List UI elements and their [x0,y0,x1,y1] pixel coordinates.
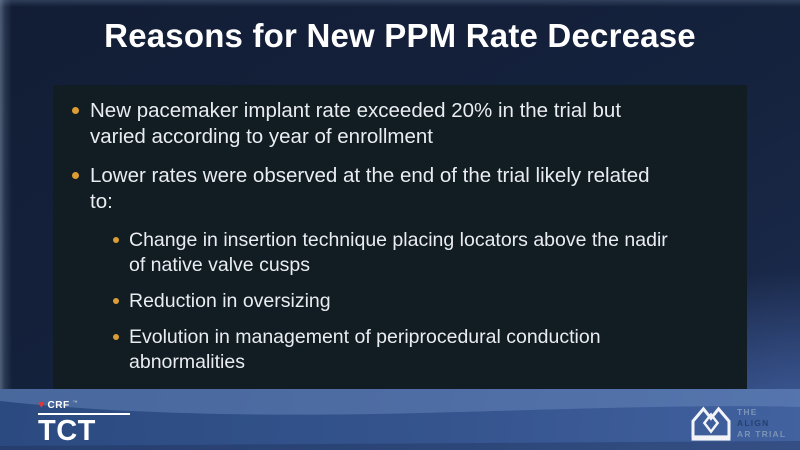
trial-text-line3: AR TRIAL [737,429,787,439]
tct-label: TCT [38,415,96,447]
wave-decoration [0,389,800,450]
crf-label: CRF [47,400,70,411]
trial-logo-text: THE ALIGN AR TRIAL [737,406,786,439]
tct-logo: ♥ CRF ™ TCT [38,400,130,446]
trademark-symbol: ™ [72,400,78,406]
content-box: New pacemaker implant rate exceeded 20% … [53,85,747,389]
bullet-item: Lower rates were observed at the end of … [72,163,727,215]
bullet-item: New pacemaker implant rate exceeded 20% … [72,98,727,150]
bullet-text: Lower rates were observed at the end of … [90,164,650,213]
bullet-icon [113,334,119,340]
crf-logo: ♥ CRF ™ [38,400,130,415]
sub-bullet-text: Reduction in oversizing [129,290,331,312]
sub-bullet-text: Evolution in management of periprocedura… [129,326,601,373]
bullet-icon [113,237,119,243]
heart-icon: ♥ [38,399,45,411]
sub-bullet-item: Change in insertion technique placing lo… [113,228,727,278]
crown-icon [691,406,731,441]
sub-bullet-item: Evolution in management of periprocedura… [113,325,727,375]
slide-title: Reasons for New PPM Rate Decrease [104,17,696,54]
footer-band [0,389,800,450]
sub-bullet-text: Change in insertion technique placing lo… [129,229,668,276]
trial-text-line2: ALIGN [737,418,770,428]
bullet-text: New pacemaker implant rate exceeded 20% … [90,99,622,148]
bullet-icon [72,172,79,179]
trial-text-line1: THE [737,407,758,417]
trial-logo: THE ALIGN AR TRIAL [690,406,786,442]
bullet-icon [113,298,119,304]
bullet-icon [72,107,79,114]
sub-bullet-item: Reduction in oversizing [113,289,727,314]
